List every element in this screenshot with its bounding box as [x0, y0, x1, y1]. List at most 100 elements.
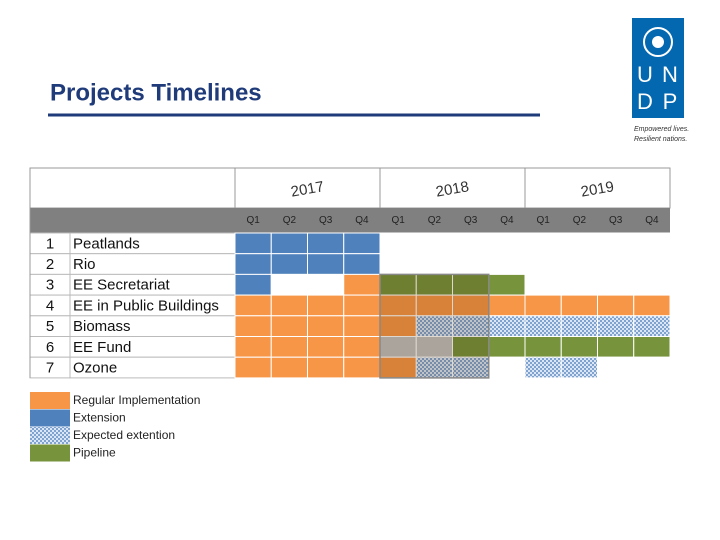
- quarter-label: Q3: [319, 215, 333, 226]
- quarter-label: Q2: [428, 215, 442, 226]
- legend-label: Regular Implementation: [73, 393, 200, 407]
- row-name: Biomass: [73, 318, 131, 335]
- timeline-cell: [488, 315, 526, 337]
- legend-label: Pipeline: [73, 446, 116, 460]
- timeline-cell: [597, 294, 635, 317]
- timeline-cell: [597, 273, 635, 296]
- timeline-cell: [234, 356, 272, 379]
- slide-title: Projects Timelines: [50, 79, 262, 106]
- timeline-cell: [597, 232, 635, 255]
- timeline-cell: [270, 356, 308, 379]
- row-number: 2: [46, 256, 54, 273]
- row-number: 4: [46, 297, 54, 314]
- logo-letter: P: [663, 89, 678, 114]
- timeline-cell: [560, 294, 598, 317]
- legend-swatch: [30, 444, 70, 462]
- timeline-cell: [452, 232, 490, 255]
- quarter-label: Q2: [573, 215, 587, 226]
- timeline-cell: [633, 315, 671, 337]
- row-name: EE in Public Buildings: [73, 297, 219, 314]
- timeline-cell: [560, 273, 598, 296]
- timeline-cell: [343, 232, 381, 255]
- timeline-cell: [343, 294, 381, 317]
- timeline-cell: [307, 315, 345, 337]
- timeline-cell: [633, 336, 671, 358]
- row-number: 1: [46, 235, 54, 252]
- legend-swatch: [30, 427, 70, 444]
- timeline-cell: [452, 253, 490, 275]
- quarter-header-bg: [30, 208, 670, 233]
- year-cell: [379, 167, 526, 209]
- timeline-cell: [633, 294, 671, 317]
- timeline-cell: [415, 253, 453, 275]
- timeline-cell: [560, 232, 598, 255]
- timeline-cell: [307, 273, 345, 296]
- legend-swatch: [30, 392, 70, 409]
- quarter-label: Q2: [283, 215, 297, 226]
- timeline-cell: [633, 273, 671, 296]
- logo-letter: D: [637, 89, 653, 114]
- timeline-cell: [234, 315, 272, 337]
- row-name: EE Fund: [73, 339, 131, 356]
- logo: [632, 18, 684, 118]
- legend-label: Extension: [73, 411, 126, 425]
- logo-emblem-globe: [652, 36, 664, 48]
- timeline-cell: [524, 273, 562, 296]
- timeline-cell: [234, 232, 272, 255]
- timeline-cell: [488, 356, 526, 379]
- logo-tagline: Empowered lives.: [634, 126, 689, 133]
- timeline-cell: [234, 336, 272, 358]
- timeline-cell: [633, 232, 671, 255]
- timeline-cell: [270, 232, 308, 255]
- timeline-cell: [560, 315, 598, 337]
- logo-box: [632, 18, 684, 118]
- row-name: Rio: [73, 256, 96, 273]
- timeline-cell: [633, 253, 671, 275]
- timeline-cell: [307, 232, 345, 255]
- timeline-cell: [597, 253, 635, 275]
- timeline-cell: [524, 294, 562, 317]
- timeline-cell: [560, 336, 598, 358]
- timeline-cell: [633, 356, 671, 379]
- timeline-cell: [234, 273, 272, 296]
- logo-emblem: [643, 27, 673, 57]
- legend-swatch: [30, 409, 70, 427]
- timeline-cell: [560, 356, 598, 379]
- row-name: Ozone: [73, 360, 117, 377]
- quarter-label: Q4: [645, 215, 659, 226]
- row-number: 3: [46, 277, 54, 294]
- timeline-cell: [270, 315, 308, 337]
- year-label: 2018: [434, 178, 470, 201]
- timeline-cell: [488, 232, 526, 255]
- timeline-cell: [307, 253, 345, 275]
- highlight-box: [379, 273, 490, 379]
- timeline-cell: [379, 232, 417, 255]
- timeline-cell: [270, 294, 308, 317]
- timeline-cell: [307, 336, 345, 358]
- timeline-cell: [343, 336, 381, 358]
- timeline-cell: [343, 356, 381, 379]
- logo-letter: U: [637, 62, 653, 87]
- quarter-label: Q4: [355, 215, 369, 226]
- timeline-cell: [597, 315, 635, 337]
- timeline-cell: [343, 273, 381, 296]
- row-number: 5: [46, 318, 54, 335]
- year-label: 2019: [579, 178, 615, 201]
- timeline-cell: [234, 253, 272, 275]
- row-number: 6: [46, 339, 54, 356]
- timeline-cell: [597, 336, 635, 358]
- quarter-label: Q4: [500, 215, 514, 226]
- timeline-cell: [234, 294, 272, 317]
- timeline-cell: [488, 273, 526, 296]
- timeline-cell: [488, 294, 526, 317]
- timeline-cell: [343, 315, 381, 337]
- quarter-label: Q3: [609, 215, 623, 226]
- timeline-cell: [524, 356, 562, 379]
- quarter-label: Q3: [464, 215, 478, 226]
- header-cell: [29, 167, 236, 209]
- timeline-cell: [270, 336, 308, 358]
- timeline-cell: [524, 336, 562, 358]
- row-name: EE Secretariat: [73, 277, 171, 294]
